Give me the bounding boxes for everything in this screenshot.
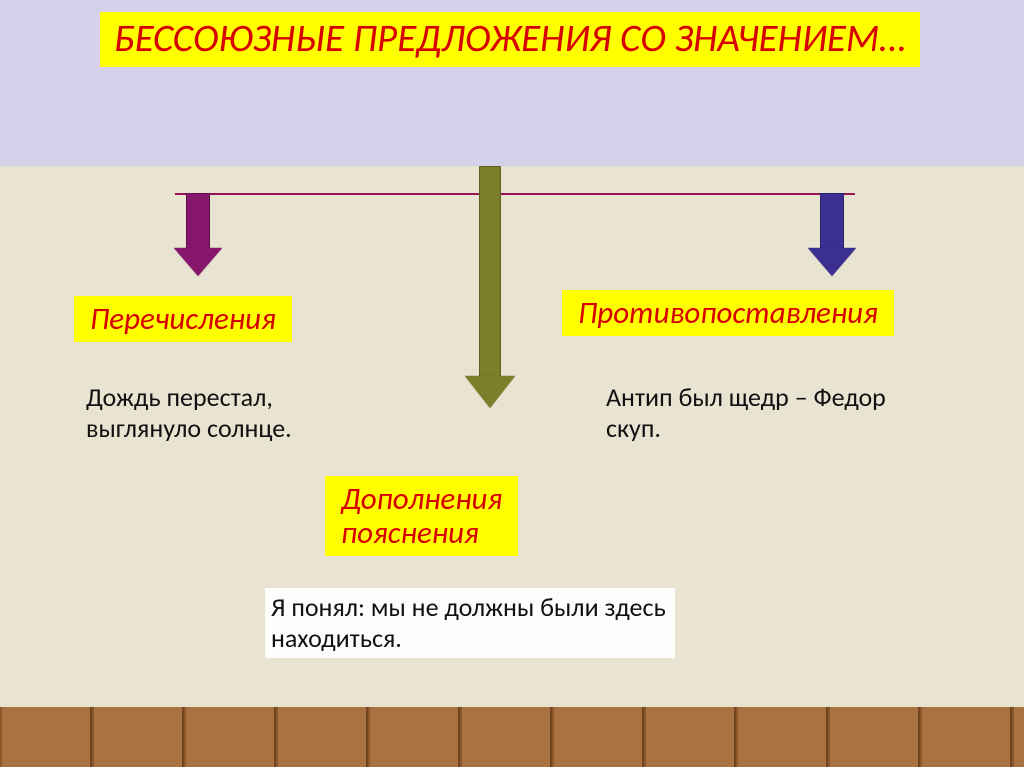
arrow-middle-shaft bbox=[479, 166, 501, 376]
branch-mid-label: Дополнения пояснения bbox=[325, 476, 518, 556]
branch-right-example: Антип был щедр – Федор скуп. bbox=[600, 378, 900, 448]
arrow-right bbox=[808, 193, 856, 276]
background-floor bbox=[0, 707, 1024, 767]
branch-left-example-text: Дождь перестал, выглянуло солнце. bbox=[86, 381, 292, 444]
slide-title: БЕССОЮЗНЫЕ ПРЕДЛОЖЕНИЯ СО ЗНАЧЕНИЕМ… bbox=[100, 12, 920, 67]
arrow-right-head bbox=[808, 248, 856, 276]
arrow-left-head bbox=[174, 248, 222, 276]
branch-mid-example: Я понял: мы не должны были здесь находит… bbox=[265, 588, 675, 658]
arrow-right-shaft bbox=[820, 193, 844, 248]
branch-right-label-text: Противопоставления bbox=[578, 294, 878, 332]
branch-right-example-text: Антип был щедр – Федор скуп. bbox=[606, 381, 886, 444]
branch-left-example: Дождь перестал, выглянуло солнце. bbox=[80, 378, 380, 448]
arrow-left-shaft bbox=[186, 193, 210, 248]
branch-left-label-text: Перечисления bbox=[90, 300, 276, 338]
arrow-middle bbox=[465, 166, 515, 408]
connector-line bbox=[175, 193, 855, 195]
arrow-middle-head bbox=[465, 376, 515, 408]
branch-left-label: Перечисления bbox=[74, 296, 292, 342]
branch-mid-example-text: Я понял: мы не должны были здесь находит… bbox=[271, 591, 666, 654]
branch-mid-label-line1: Дополнения bbox=[341, 480, 502, 518]
slide-title-text: БЕССОЮЗНЫЕ ПРЕДЛОЖЕНИЯ СО ЗНАЧЕНИЕМ… bbox=[114, 15, 906, 62]
arrow-left bbox=[174, 193, 222, 276]
branch-right-label: Противопоставления bbox=[562, 290, 894, 336]
branch-mid-label-line2: пояснения bbox=[341, 514, 479, 552]
